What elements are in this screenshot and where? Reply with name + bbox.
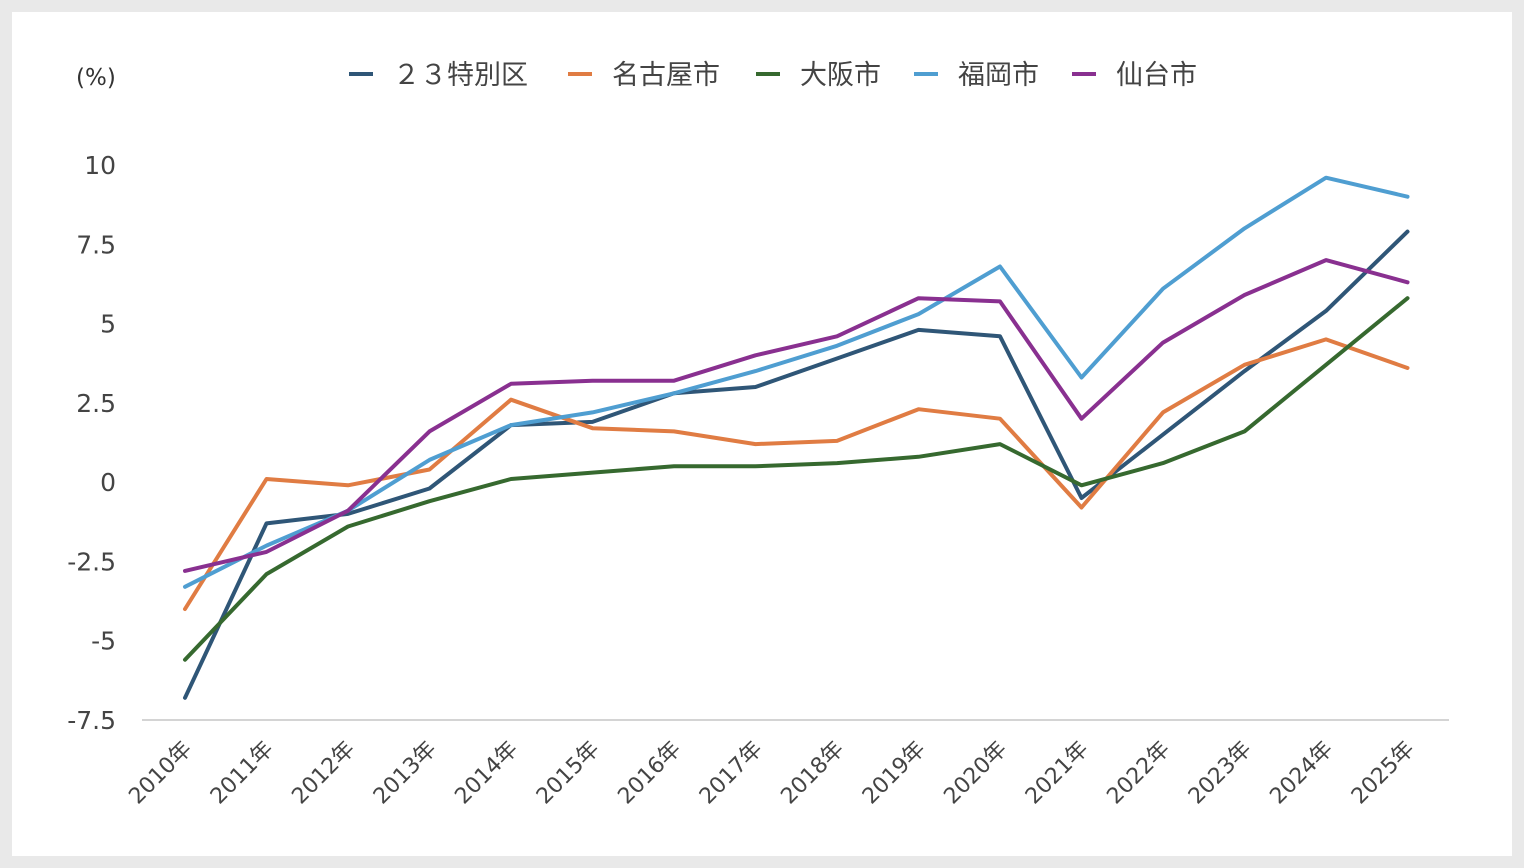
series-line-3 bbox=[183, 175, 1410, 589]
series-line-2 bbox=[183, 296, 1410, 662]
x-tick-label: 2010年 bbox=[124, 737, 197, 810]
legend: ２３特別区 名古屋市 大阪市 福岡市 仙台市 bbox=[349, 60, 1197, 91]
series-line-0 bbox=[183, 229, 1410, 700]
x-tick-label: 2011年 bbox=[206, 737, 279, 810]
legend-label: 福岡市 bbox=[958, 60, 1039, 91]
x-tick-label: 2021年 bbox=[1021, 737, 1094, 810]
x-tick-label: 2023年 bbox=[1184, 737, 1257, 810]
legend-label: 大阪市 bbox=[800, 60, 881, 91]
line-chart: (%) ２３特別区 名古屋市 大阪市 福岡市 仙台市 10 7.5 5 2.5 0 -2.5 -5 -… bbox=[67, 60, 1449, 810]
y-tick-label: -7.5 bbox=[67, 706, 116, 735]
x-tick-label: 2018年 bbox=[776, 737, 849, 810]
y-unit-label: (%) bbox=[76, 65, 116, 91]
y-tick-label: -2.5 bbox=[67, 547, 116, 576]
series-lines bbox=[183, 175, 1410, 700]
x-tick-label: 2019年 bbox=[858, 737, 931, 810]
series-line-4 bbox=[183, 258, 1410, 573]
y-tick-label: 5 bbox=[100, 310, 116, 339]
x-tick-label: 2020年 bbox=[939, 737, 1012, 810]
x-tick-label: 2015年 bbox=[532, 737, 605, 810]
x-tick-label: 2024年 bbox=[1265, 737, 1338, 810]
legend-label: 仙台市 bbox=[1116, 60, 1197, 91]
x-tick-label: 2017年 bbox=[695, 737, 768, 810]
x-axis-ticks: 2010年 2011年 2012年 2013年 2014年 2015年 2016年 2017年… bbox=[124, 737, 1419, 810]
series-line-1 bbox=[183, 337, 1410, 611]
x-tick-label: 2014年 bbox=[450, 737, 523, 810]
legend-label: ２３特別区 bbox=[393, 60, 528, 91]
y-tick-label: 0 bbox=[100, 468, 116, 497]
x-tick-label: 2025年 bbox=[1347, 737, 1420, 810]
x-tick-label: 2012年 bbox=[287, 737, 360, 810]
x-tick-label: 2013年 bbox=[369, 737, 442, 810]
legend-label: 名古屋市 bbox=[612, 60, 720, 91]
y-tick-label: 10 bbox=[84, 151, 116, 180]
chart-card: (%) ２３特別区 名古屋市 大阪市 福岡市 仙台市 10 7.5 5 2.5 0 -2.5 -5 -… bbox=[12, 12, 1512, 856]
y-tick-label: 7.5 bbox=[76, 230, 116, 259]
y-tick-label: 2.5 bbox=[76, 389, 116, 418]
x-tick-label: 2022年 bbox=[1102, 737, 1175, 810]
x-tick-label: 2016年 bbox=[613, 737, 686, 810]
y-axis-ticks: 10 7.5 5 2.5 0 -2.5 -5 -7.5 bbox=[67, 151, 116, 735]
y-tick-label: -5 bbox=[91, 627, 116, 656]
